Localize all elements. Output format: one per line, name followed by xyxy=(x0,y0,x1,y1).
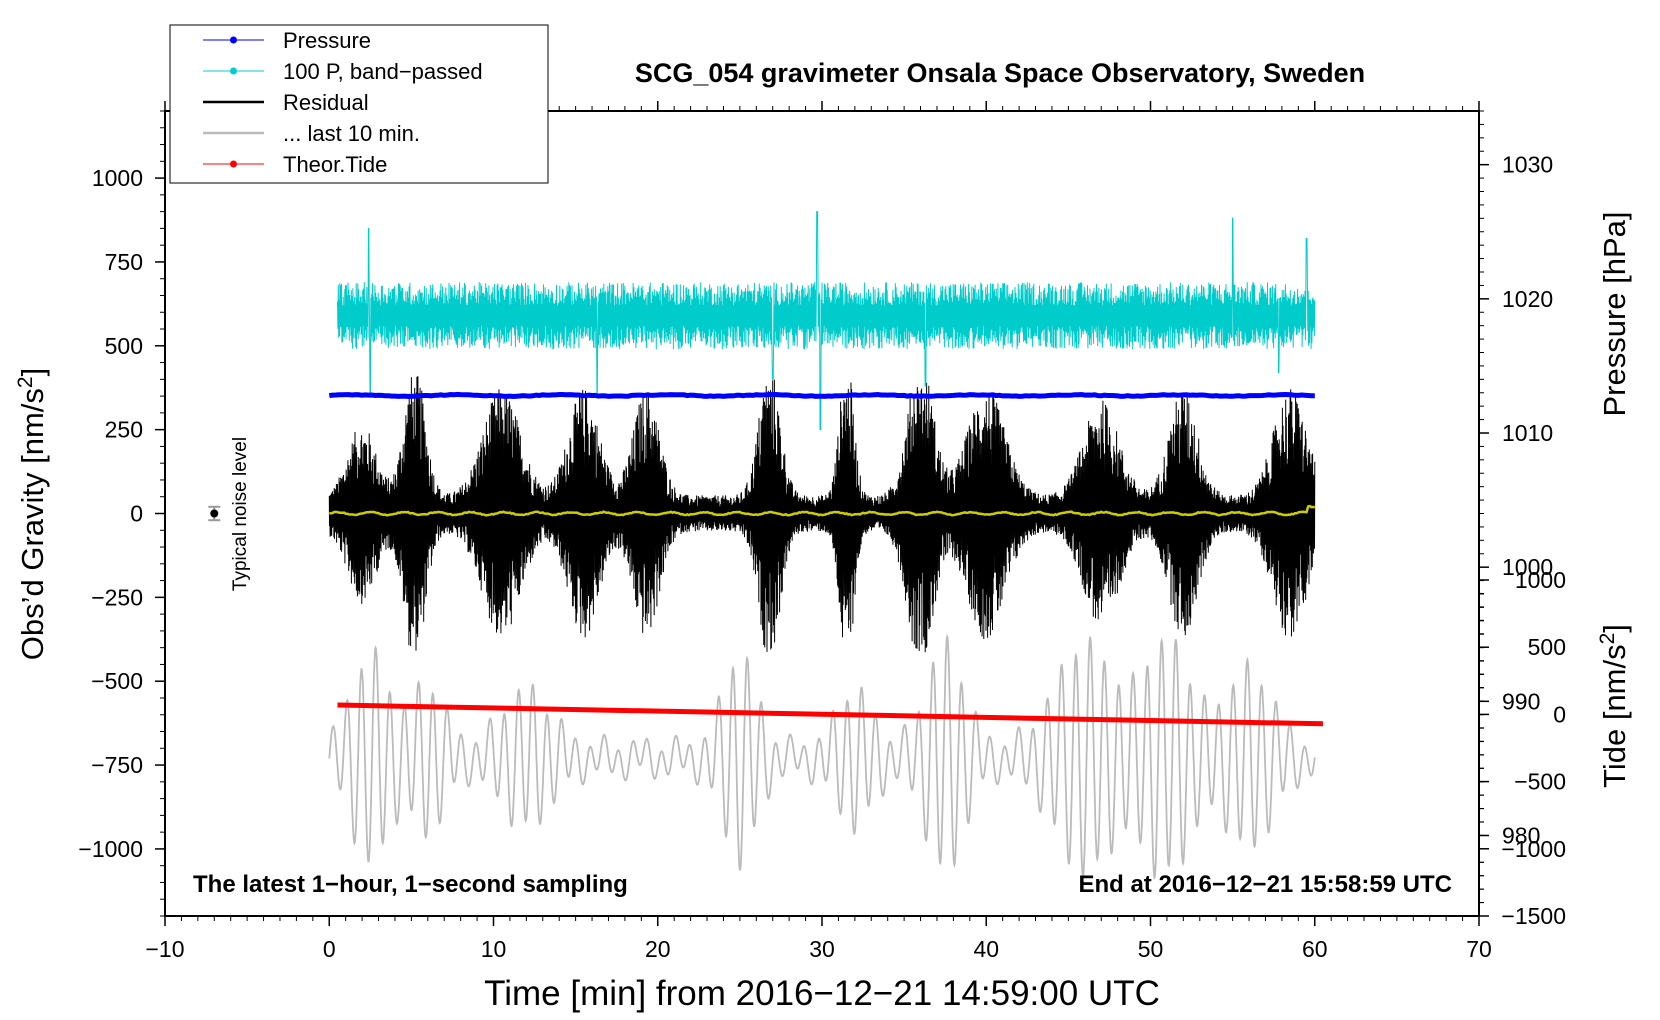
noise-level-marker xyxy=(208,505,221,522)
series-layer xyxy=(328,211,1324,880)
tide-tick-label: 0 xyxy=(1553,701,1566,727)
y-tick-label: 750 xyxy=(105,249,143,275)
legend: Pressure 100 P, band−passed Residual ... la… xyxy=(169,24,549,184)
legend-label: Theor.Tide xyxy=(283,152,387,177)
y-tick-label: −250 xyxy=(91,584,143,610)
legend-label: Residual xyxy=(283,90,369,115)
pressure-tick-label: 1000 xyxy=(1502,554,1553,580)
x-axis-label: Time [min] from 2016−12−21 14:59:00 UTC xyxy=(484,974,1160,1013)
tide-tick-label: 1000 xyxy=(1515,567,1566,593)
x-axis: −10 0 10 20 30 40 50 60 70 xyxy=(145,101,1492,962)
tide-tick-label: −500 xyxy=(1514,769,1566,795)
y-tick-label: −500 xyxy=(91,668,143,694)
y-tick-label: 1000 xyxy=(92,165,143,191)
x-tick-label: 10 xyxy=(481,936,507,962)
series-pressure xyxy=(328,391,1315,400)
y-tick-label: 500 xyxy=(105,333,143,359)
series-residual xyxy=(328,376,1316,653)
series-theoretical-tide xyxy=(337,702,1324,727)
x-tick-label: 70 xyxy=(1466,936,1492,962)
x-tick-label: 20 xyxy=(645,936,671,962)
noise-level-label: Typical noise level xyxy=(230,437,251,591)
x-tick-label: −10 xyxy=(145,936,184,962)
y-axis-label-gravity-end: ] xyxy=(15,368,50,377)
pressure-tick-label: 980 xyxy=(1502,823,1540,849)
tide-tick-label: −1000 xyxy=(1501,836,1566,862)
legend-marker xyxy=(230,160,237,168)
legend-marker xyxy=(230,36,237,44)
x-tick-label: 50 xyxy=(1138,936,1164,962)
y-tick-label: −1000 xyxy=(78,836,143,862)
noise-point xyxy=(210,509,219,518)
pressure-tick-label: 1010 xyxy=(1502,420,1553,446)
y-tick-label: 250 xyxy=(105,417,143,443)
annotation-end-time: End at 2016−12−21 15:58:59 UTC xyxy=(1078,871,1452,898)
x-tick-label: 60 xyxy=(1302,936,1328,962)
y-axis-label-tide: Tide [nm/s2] xyxy=(1596,624,1632,788)
y-axis-label-pressure: Pressure [hPa] xyxy=(1597,211,1632,416)
y-axis-gravity: 1000 750 500 250 0 −250 −500 −750 −1000 xyxy=(78,110,165,917)
chart-title: SCG_054 gravimeter Onsala Space Observat… xyxy=(635,58,1365,88)
x-tick-label: 40 xyxy=(973,936,999,962)
legend-label: ... last 10 min. xyxy=(283,121,420,146)
legend-label: Pressure xyxy=(283,28,371,53)
series-last-10-min xyxy=(328,633,1316,880)
y-axis-label-gravity: Obs’d Gravity [nm/s2] xyxy=(14,368,50,661)
pressure-tick-label: 1030 xyxy=(1502,152,1553,178)
y-axis-label-tide-end: ] xyxy=(1597,624,1632,633)
tide-tick-label: 500 xyxy=(1528,634,1566,660)
x-tick-label: 0 xyxy=(323,936,336,962)
series-band-passed-pressure xyxy=(337,211,1316,431)
legend-label: 100 P, band−passed xyxy=(283,59,483,84)
y-tick-label: −750 xyxy=(91,752,143,778)
x-tick-label: 30 xyxy=(809,936,835,962)
legend-marker xyxy=(230,67,237,75)
tide-tick-label: −1500 xyxy=(1501,903,1566,929)
y-axis-label-gravity-sup: 2 xyxy=(14,376,37,388)
y-axis-label-tide-text: Tide [nm/s xyxy=(1597,644,1632,788)
annotation-sampling: The latest 1−hour, 1−second sampling xyxy=(193,871,628,898)
legend-box xyxy=(169,24,549,184)
pressure-tick-label: 990 xyxy=(1502,688,1540,714)
pressure-tick-label: 1020 xyxy=(1502,286,1553,312)
y-axis-label-gravity-text: Obs’d Gravity [nm/s xyxy=(15,388,50,660)
y-axis-label-tide-sup: 2 xyxy=(1596,633,1619,645)
series-residual-smoothed xyxy=(329,504,1316,517)
y-tick-label: 0 xyxy=(130,501,143,527)
y-axis-tide: 1000 500 0 −500 −1000 −1500 xyxy=(1479,567,1566,929)
